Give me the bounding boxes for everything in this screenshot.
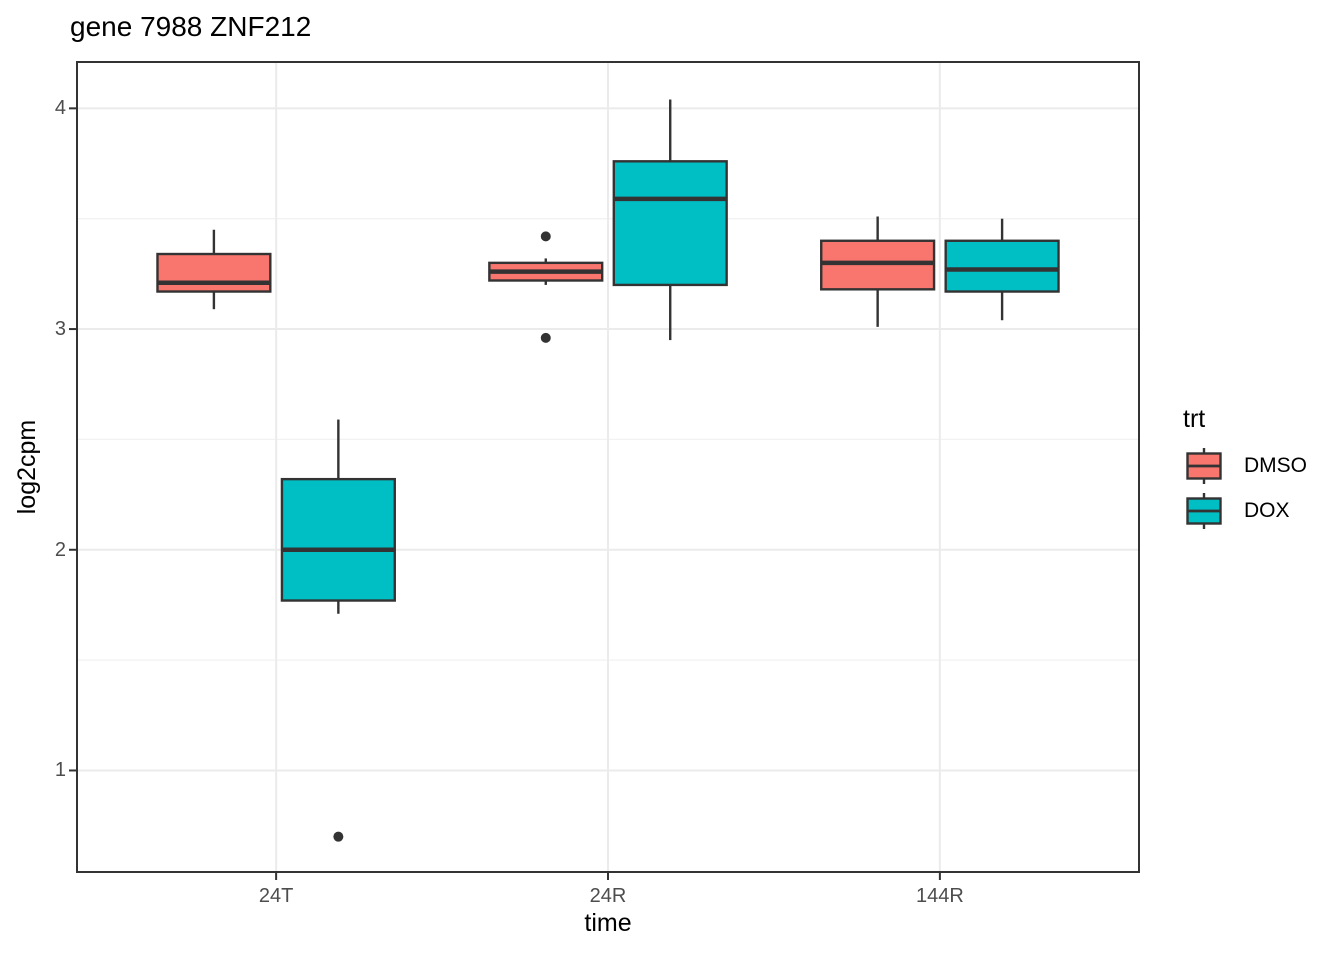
y-tick-label: 4	[54, 97, 66, 120]
legend-key-dox-boxplot-icon	[1186, 493, 1222, 529]
box-24R-DOX	[612, 99, 728, 341]
legend: trt DMSO DOX	[1168, 396, 1344, 530]
box-24T-DMSO	[156, 229, 272, 310]
box-144R-DOX	[944, 218, 1060, 321]
legend-entry-dox: DOX	[1186, 492, 1344, 530]
legend-label-dmso: DMSO	[1244, 454, 1307, 477]
x-tick-label: 144R	[915, 885, 964, 907]
box-144R-DMSO	[820, 216, 936, 327]
box-24R-DMSO	[488, 231, 604, 343]
x-tick-label: 24R	[589, 885, 627, 907]
outlier-point	[540, 332, 551, 343]
legend-title: trt	[1183, 405, 1206, 433]
outlier-point	[540, 231, 551, 242]
y-tick-label: 3	[54, 318, 66, 341]
y-axis-title: log2cpm	[13, 419, 41, 515]
box-24T-DOX	[280, 419, 396, 842]
legend-key-dmso-boxplot-icon	[1186, 448, 1222, 484]
legend-label-dox: DOX	[1244, 499, 1290, 522]
legend-entry-dmso: DMSO	[1186, 447, 1344, 485]
chart-title: gene 7988 ZNF212	[70, 11, 312, 42]
y-tick-label: 1	[54, 759, 66, 782]
outlier-point	[333, 831, 344, 842]
y-tick-label: 2	[54, 538, 66, 561]
x-tick-label: 24T	[258, 885, 294, 907]
x-axis-title: time	[584, 909, 632, 937]
